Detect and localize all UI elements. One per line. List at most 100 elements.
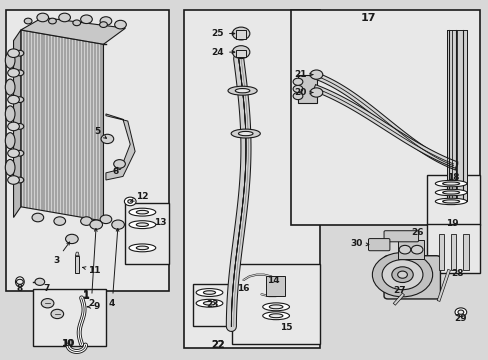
Ellipse shape — [196, 299, 223, 307]
Circle shape — [73, 20, 81, 26]
Polygon shape — [75, 252, 79, 256]
Text: 11: 11 — [82, 266, 101, 275]
Bar — [6, 10, 169, 291]
Bar — [236, 30, 245, 39]
Text: 19: 19 — [446, 219, 458, 228]
Circle shape — [41, 298, 54, 308]
Circle shape — [35, 278, 44, 285]
Ellipse shape — [5, 52, 15, 68]
FancyBboxPatch shape — [383, 231, 418, 242]
Circle shape — [397, 271, 407, 278]
Text: 18: 18 — [447, 173, 459, 182]
Text: 8: 8 — [17, 284, 23, 293]
Bar — [266, 276, 285, 296]
Ellipse shape — [16, 277, 24, 287]
Ellipse shape — [129, 221, 156, 229]
Circle shape — [410, 246, 422, 254]
Bar — [125, 203, 169, 264]
Text: 1: 1 — [83, 290, 90, 300]
Bar — [75, 256, 79, 273]
Text: 10: 10 — [62, 339, 75, 348]
Circle shape — [292, 93, 302, 100]
Bar — [426, 224, 479, 273]
Bar — [426, 175, 479, 225]
Text: 17: 17 — [360, 13, 375, 23]
Circle shape — [292, 78, 302, 85]
Ellipse shape — [434, 180, 466, 187]
Text: 1: 1 — [83, 291, 90, 301]
Bar — [450, 234, 456, 270]
Ellipse shape — [238, 131, 252, 136]
Ellipse shape — [434, 189, 466, 196]
Circle shape — [457, 310, 463, 314]
Circle shape — [100, 17, 112, 25]
Text: 12: 12 — [130, 192, 148, 201]
Circle shape — [232, 27, 249, 40]
Bar — [33, 289, 106, 346]
Text: 9: 9 — [87, 302, 99, 311]
Circle shape — [8, 95, 20, 104]
Circle shape — [127, 200, 132, 203]
Text: 22: 22 — [211, 340, 224, 350]
Ellipse shape — [442, 191, 459, 194]
Text: 4: 4 — [109, 229, 119, 308]
Bar — [183, 10, 319, 348]
Ellipse shape — [5, 106, 15, 122]
Ellipse shape — [442, 200, 459, 203]
Text: 16: 16 — [236, 284, 249, 293]
Bar — [193, 284, 233, 327]
Circle shape — [8, 149, 20, 157]
Polygon shape — [21, 18, 125, 44]
Circle shape — [100, 22, 107, 27]
Circle shape — [54, 217, 65, 225]
Text: 21: 21 — [294, 70, 312, 79]
Circle shape — [16, 50, 24, 56]
Circle shape — [232, 46, 249, 59]
Text: 2: 2 — [88, 229, 97, 308]
Text: 30: 30 — [349, 239, 368, 248]
FancyBboxPatch shape — [368, 239, 389, 251]
Circle shape — [16, 150, 24, 156]
Circle shape — [101, 134, 114, 144]
Circle shape — [65, 234, 78, 244]
Ellipse shape — [129, 208, 156, 216]
Circle shape — [309, 88, 322, 97]
Text: 5: 5 — [94, 127, 106, 138]
Circle shape — [454, 308, 466, 316]
Circle shape — [24, 18, 32, 24]
Circle shape — [398, 246, 410, 254]
Circle shape — [372, 252, 432, 297]
Text: 3: 3 — [53, 242, 69, 265]
Circle shape — [8, 49, 20, 58]
Ellipse shape — [196, 289, 223, 296]
Text: 26: 26 — [410, 228, 423, 237]
Ellipse shape — [262, 303, 289, 311]
Ellipse shape — [203, 291, 215, 294]
Ellipse shape — [129, 244, 156, 252]
Circle shape — [8, 68, 20, 77]
Text: 7: 7 — [43, 284, 49, 293]
Circle shape — [124, 197, 136, 206]
Circle shape — [48, 18, 56, 24]
Text: 22: 22 — [211, 340, 224, 350]
Circle shape — [391, 267, 412, 283]
Circle shape — [81, 15, 92, 23]
Circle shape — [59, 13, 70, 22]
Circle shape — [112, 220, 124, 229]
Ellipse shape — [203, 301, 215, 305]
Circle shape — [100, 215, 112, 224]
Circle shape — [8, 176, 20, 184]
Ellipse shape — [227, 86, 257, 95]
Bar — [236, 50, 245, 58]
Circle shape — [32, 213, 43, 222]
Ellipse shape — [136, 210, 148, 214]
Polygon shape — [14, 30, 21, 217]
FancyBboxPatch shape — [383, 256, 440, 299]
Ellipse shape — [442, 182, 459, 185]
Text: 27: 27 — [392, 285, 405, 294]
Ellipse shape — [5, 133, 15, 149]
Circle shape — [81, 217, 92, 225]
Bar — [232, 264, 319, 344]
Ellipse shape — [235, 89, 249, 93]
Ellipse shape — [269, 305, 283, 309]
